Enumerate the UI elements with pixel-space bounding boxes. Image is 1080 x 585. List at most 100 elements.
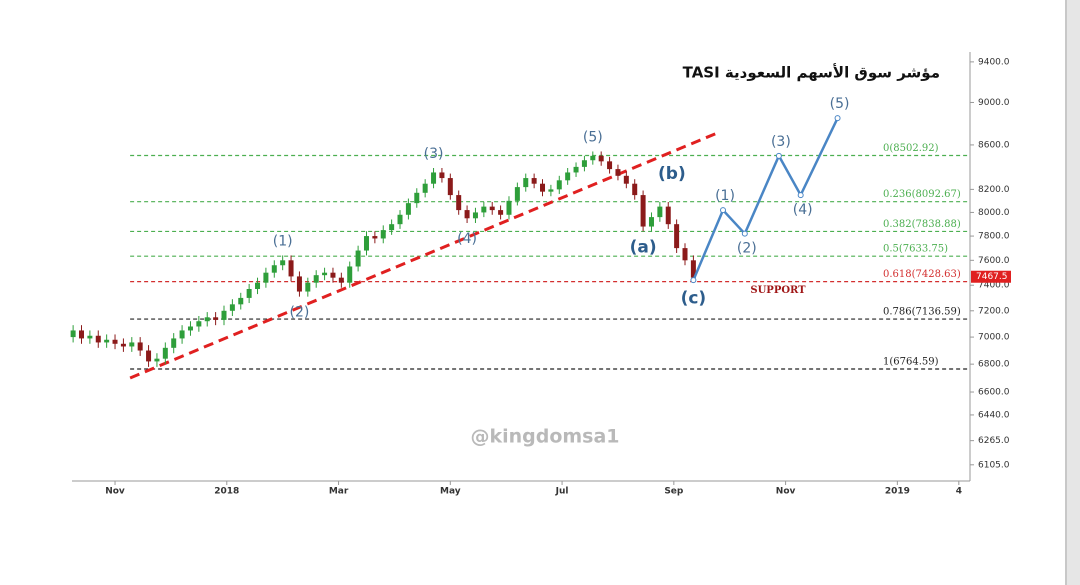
candle-body [506, 200, 512, 215]
candle-body [548, 189, 554, 192]
projection-point [797, 192, 804, 199]
candle-body [280, 260, 286, 266]
candle-body [104, 339, 110, 343]
fib-label: 0(8502.92) [883, 143, 939, 154]
candle-body [665, 206, 671, 225]
y-tick-label: 7600.0 [978, 256, 1010, 266]
x-tick-label: Mar [329, 487, 349, 497]
candle-body [405, 203, 411, 215]
y-tick-label: 6440.0 [978, 410, 1010, 420]
screen-edge [1066, 0, 1080, 585]
candle-body [246, 289, 252, 298]
projection-label: (3) [771, 134, 791, 150]
projection-label: (4) [793, 202, 813, 218]
candle-body [288, 260, 294, 277]
candle-body [498, 210, 504, 215]
trendline [129, 130, 721, 380]
candle-body [514, 187, 520, 201]
candle-body [640, 195, 646, 227]
candle-body [598, 155, 604, 162]
y-tick-label: 7800.0 [978, 232, 1010, 242]
candle-body [355, 250, 361, 267]
candle-body [87, 335, 93, 339]
fib-label: 0.382(7838.88) [883, 219, 961, 230]
candle-body [523, 178, 529, 188]
candle-body [682, 248, 688, 261]
candle-body [196, 321, 202, 327]
candle-body [146, 350, 152, 362]
candle-body [531, 178, 537, 184]
y-tick-label: 7400.0 [978, 281, 1010, 291]
candle-body [372, 236, 378, 239]
y-tick-label: 6265.0 [978, 436, 1010, 446]
candle-body [129, 342, 135, 347]
candle-body [213, 317, 219, 320]
candle-body [187, 326, 193, 331]
price-tag-label: 7467.5 [976, 272, 1008, 282]
candle-body [313, 275, 319, 283]
candle-body [204, 317, 210, 322]
candle-body [305, 282, 311, 292]
candle-body [389, 224, 395, 231]
candle-body [657, 206, 663, 218]
candle-body [338, 277, 344, 283]
candle-body [489, 206, 495, 211]
y-tick-label: 8200.0 [978, 185, 1010, 195]
support-label: SUPPORT [750, 285, 806, 296]
candle-body [322, 272, 328, 276]
watermark: @kingdomsa1 [470, 426, 619, 448]
y-tick-label: 7000.0 [978, 333, 1010, 343]
y-tick-label: 9000.0 [978, 98, 1010, 108]
projection-label: (2) [737, 241, 757, 257]
candle-body [263, 272, 269, 283]
candle-body [221, 310, 227, 320]
candle-body [456, 195, 462, 211]
candle-body [439, 172, 445, 179]
candle-body [565, 172, 571, 181]
x-tick-label: Nov [776, 487, 796, 497]
projection-point [775, 152, 782, 159]
candle-body [690, 260, 696, 278]
price-tag [971, 270, 1011, 283]
candle-body [615, 169, 621, 176]
candle-body [296, 276, 302, 292]
candle-body [632, 183, 638, 196]
candle-body [472, 212, 478, 219]
candle-body [573, 166, 579, 173]
fib-label: 1(6764.59) [883, 357, 939, 368]
candle-body [271, 265, 277, 273]
projection-line [692, 117, 839, 281]
candle-body [154, 358, 160, 362]
fib-label: 0.236(8092.67) [883, 189, 961, 200]
candle-body [137, 342, 143, 351]
wave-label: (c) [681, 289, 707, 309]
wave-label: (2) [290, 305, 310, 321]
fib-label: 0.5(7633.75) [883, 244, 948, 255]
candle-body [648, 217, 654, 227]
projection-label: (1) [715, 188, 735, 204]
candle-body [540, 183, 546, 192]
projection-point [741, 230, 748, 237]
candle-body [464, 210, 470, 219]
candle-body [179, 330, 185, 339]
x-tick-label: May [440, 487, 461, 497]
wave-label: (a) [630, 237, 657, 257]
y-tick-label: 6105.0 [978, 460, 1010, 470]
candle-body [481, 206, 487, 213]
candle-body [162, 347, 168, 359]
y-tick-label: 6800.0 [978, 360, 1010, 370]
candle-body [556, 180, 562, 190]
wave-label: (1) [273, 233, 293, 249]
candle-body [607, 161, 613, 170]
candle-body [347, 266, 353, 283]
projection-point [720, 207, 727, 214]
candle-body [623, 175, 629, 184]
candle-body [581, 160, 587, 167]
y-tick-label: 7200.0 [978, 306, 1010, 316]
wave-label: (b) [658, 164, 686, 184]
x-tick-label: 4 [956, 487, 962, 497]
candle-body [171, 338, 177, 348]
candle-body [590, 155, 596, 161]
